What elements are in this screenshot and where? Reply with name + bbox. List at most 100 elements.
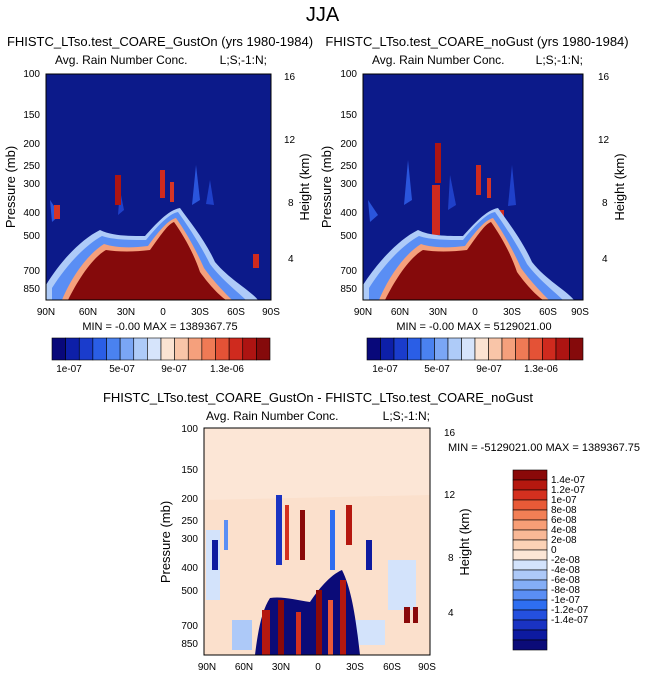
panel3-colorbar-swatch-17 — [512, 639, 548, 651]
panel2-colorbar-swatch-0 — [366, 337, 381, 361]
panel3-ytick-100: 100 — [181, 424, 198, 435]
panel1-xtick-90n: 90N — [37, 307, 55, 318]
panel1-ytick-200: 200 — [23, 139, 40, 150]
panel2-subtitle-left: Avg. Rain Number Conc. — [372, 53, 505, 67]
panel2-xtick-30s: 30S — [503, 307, 521, 318]
panel3-cb-label-1: 1.2e-07 — [551, 485, 585, 496]
panel1-colorbar-swatch-14 — [242, 337, 257, 361]
panel2-x-axis: 90N 60N 30N 0 30S 60S 90S — [354, 307, 589, 318]
panel3-ytick-150: 150 — [181, 465, 198, 476]
panel1-colorbar-swatch-9 — [174, 337, 189, 361]
panel3-xtick-30n: 30N — [272, 662, 290, 673]
panel3-xtick-60s: 60S — [383, 662, 401, 673]
panel3-cb-label-12: -1e-07 — [551, 595, 580, 606]
panel1-ytick-850: 850 — [23, 284, 40, 295]
panel2-ytick-400: 400 — [340, 208, 357, 219]
panel1-ytick-700: 700 — [23, 266, 40, 277]
panel3-cb-label-5: 4e-08 — [551, 525, 577, 536]
panel2-xtick-90s: 90S — [571, 307, 589, 318]
panel2-stats: MIN = -0.00 MAX = 5129021.00 — [396, 321, 551, 333]
figure-title: JJA — [305, 4, 340, 26]
panel3-y2label: Height (km) — [457, 508, 472, 575]
panel1-y-axis: 100 150 200 250 300 400 500 700 850 — [23, 69, 40, 295]
panel3-ytick-300: 300 — [181, 534, 198, 545]
panel3-y2tick-8: 8 — [448, 553, 454, 564]
panel1-xtick-30s: 30S — [191, 307, 209, 318]
panel1-xtick-30n: 30N — [117, 307, 135, 318]
panel3-ytick-400: 400 — [181, 563, 198, 574]
panel1-cb-label-2: 9e-07 — [161, 364, 187, 375]
panel2-colorbar-swatch-13 — [542, 337, 557, 361]
panel2-ytick-100: 100 — [340, 69, 357, 80]
panel3-ytick-700: 700 — [181, 621, 198, 632]
panel3-stats: MIN = -5129021.00 MAX = 1389367.75 — [448, 442, 640, 454]
panel2-xtick-60n: 60N — [391, 307, 409, 318]
panel1-frame — [45, 73, 272, 301]
panel2-y2label: Height (km) — [612, 153, 627, 220]
panel2-colorbar-swatch-4 — [420, 337, 435, 361]
panel2-xtick-90n: 90N — [354, 307, 372, 318]
panel1-colorbar-swatch-12 — [215, 337, 230, 361]
panel2-cb-label-3: 1.3e-06 — [524, 364, 558, 375]
panel2-subtitle-right: L;S;-1:N; — [536, 53, 583, 67]
panel3-cb-label-14: -1.4e-07 — [551, 615, 589, 626]
panel1-ytick-500: 500 — [23, 231, 40, 242]
panel3-subtitle-left: Avg. Rain Number Conc. — [206, 409, 339, 423]
panel3-colorbar-swatch-0 — [512, 469, 548, 481]
panel3-xtick-90s: 90S — [418, 662, 436, 673]
panel1-colorbar-swatch-0 — [51, 337, 66, 361]
panel3-y2-axis: 16 12 8 4 — [444, 428, 456, 619]
panel1-ytick-250: 250 — [23, 161, 40, 172]
panel1-cb-label-1: 5e-07 — [109, 364, 135, 375]
panel1-colorbar-swatch-11 — [201, 337, 216, 361]
panel2-ytick-850: 850 — [340, 284, 357, 295]
panel1-ytick-300: 300 — [23, 179, 40, 190]
panel1-subtitle-right: L;S;-1:N; — [220, 53, 267, 67]
panel3-cb-label-2: 1e-07 — [551, 495, 577, 506]
panel1-x-axis: 90N 60N 30N 0 30S 60S 90S — [37, 307, 280, 318]
panel1-y2tick-16: 16 — [284, 72, 296, 83]
panel3-colorbar-swatch-1 — [512, 479, 548, 491]
panel1-colorbar-swatch-4 — [106, 337, 121, 361]
panel1-xtick-60n: 60N — [79, 307, 97, 318]
panel3-cb-label-8: -2e-08 — [551, 555, 580, 566]
panel1-y2tick-8: 8 — [288, 198, 294, 209]
panel3-cb-label-10: -6e-08 — [551, 575, 580, 586]
panel1-colorbar-swatch-10 — [187, 337, 203, 361]
panel2-colorbar-swatch-15 — [569, 337, 584, 361]
panel2-ytick-250: 250 — [340, 161, 357, 172]
panel1-y2tick-12: 12 — [284, 135, 296, 146]
panel3-x-axis: 90N 60N 30N 0 30S 60S 90S — [198, 662, 436, 673]
panel3-colorbar-swatch-2 — [512, 489, 548, 501]
panel1-subtitle-left: Avg. Rain Number Conc. — [55, 53, 188, 67]
panel2-colorbar-labels: 1e-07 5e-07 9e-07 1.3e-06 — [372, 364, 558, 375]
panel3-title: FHISTC_LTso.test_COARE_GustOn - FHISTC_L… — [103, 390, 533, 405]
panel2-ytick-300: 300 — [340, 179, 357, 190]
panel3-cb-label-0: 1.4e-07 — [551, 475, 585, 486]
panel3-colorbar-swatch-14 — [512, 609, 548, 621]
panel3-xtick-60n: 60N — [235, 662, 253, 673]
panel1-xtick-90s: 90S — [262, 307, 280, 318]
panel2-colorbar — [366, 337, 584, 361]
panel2-y2tick-4: 4 — [602, 254, 608, 265]
panel3-colorbar-swatch-16 — [512, 629, 548, 641]
panel1-colorbar-swatch-2 — [78, 337, 94, 361]
panel2-cb-label-1: 5e-07 — [424, 364, 450, 375]
panel3-colorbar-swatch-6 — [512, 529, 548, 541]
panel3-cb-label-9: -4e-08 — [551, 565, 580, 576]
panel3-xtick-90n: 90N — [198, 662, 216, 673]
panel3-frame — [203, 427, 431, 656]
panel1-ytick-100: 100 — [23, 69, 40, 80]
panel2-colorbar-swatch-6 — [447, 337, 462, 361]
panel2-cb-label-0: 1e-07 — [372, 364, 398, 375]
panel2-xtick-0: 0 — [472, 307, 478, 318]
panel2-y2-axis: 16 12 8 4 — [598, 72, 610, 265]
panel2-colorbar-swatch-12 — [528, 337, 543, 361]
panel3-colorbar-swatch-15 — [512, 619, 548, 631]
panel1-colorbar-swatch-8 — [160, 337, 175, 361]
panel1-plot — [46, 74, 271, 300]
panel3-ytick-200: 200 — [181, 494, 198, 505]
panel1-colorbar — [51, 337, 271, 361]
panel1-colorbar-swatch-13 — [228, 337, 244, 361]
